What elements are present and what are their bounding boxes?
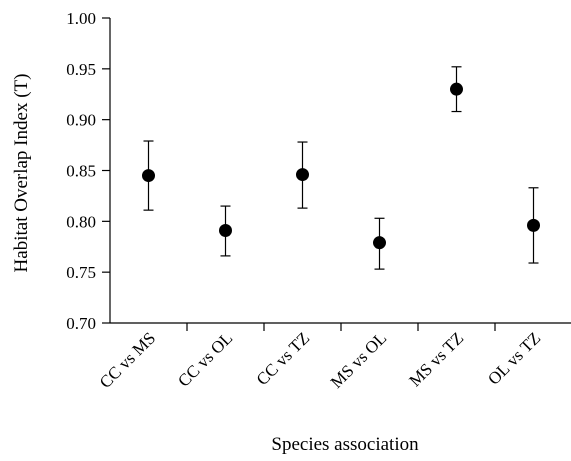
y-ticks: 0.70 0.75 0.80 0.85 0.90 0.95 1.00 xyxy=(66,9,110,333)
data-point-group xyxy=(142,140,155,211)
y-tick-label: 1.00 xyxy=(66,9,96,28)
y-tick-label: 0.90 xyxy=(66,111,96,130)
x-tick-label: MS vs OL xyxy=(327,328,391,392)
y-tick-label: 0.75 xyxy=(66,263,96,282)
data-point xyxy=(450,82,463,96)
data-point xyxy=(219,223,232,237)
data-point xyxy=(373,236,386,250)
data-points xyxy=(142,66,540,270)
y-tick-label: 0.85 xyxy=(66,162,96,181)
data-point xyxy=(296,168,309,182)
data-point-group xyxy=(527,187,540,264)
y-tick-label: 0.80 xyxy=(66,212,96,231)
x-tick-label: OL vs TZ xyxy=(484,328,544,388)
data-point xyxy=(527,218,540,232)
y-tick-label: 0.70 xyxy=(66,314,96,333)
y-tick-label: 0.95 xyxy=(66,60,96,79)
y-axis-label: Habitat Overlap Index (T) xyxy=(11,74,32,273)
data-point-group xyxy=(296,141,309,209)
x-axis-label: Species association xyxy=(271,434,419,455)
x-ticks: CC vs MS CC vs OL CC vs TZ MS vs OL MS vs TZ… xyxy=(96,323,544,392)
x-tick-label: CC vs OL xyxy=(174,328,236,390)
data-point xyxy=(142,169,155,183)
data-point-group xyxy=(373,217,386,270)
x-tick-label: MS vs TZ xyxy=(405,328,467,390)
x-tick-label: CC vs TZ xyxy=(253,328,314,389)
data-point-group xyxy=(450,66,463,113)
x-tick-label: CC vs MS xyxy=(96,328,160,392)
data-point-group xyxy=(219,205,232,257)
